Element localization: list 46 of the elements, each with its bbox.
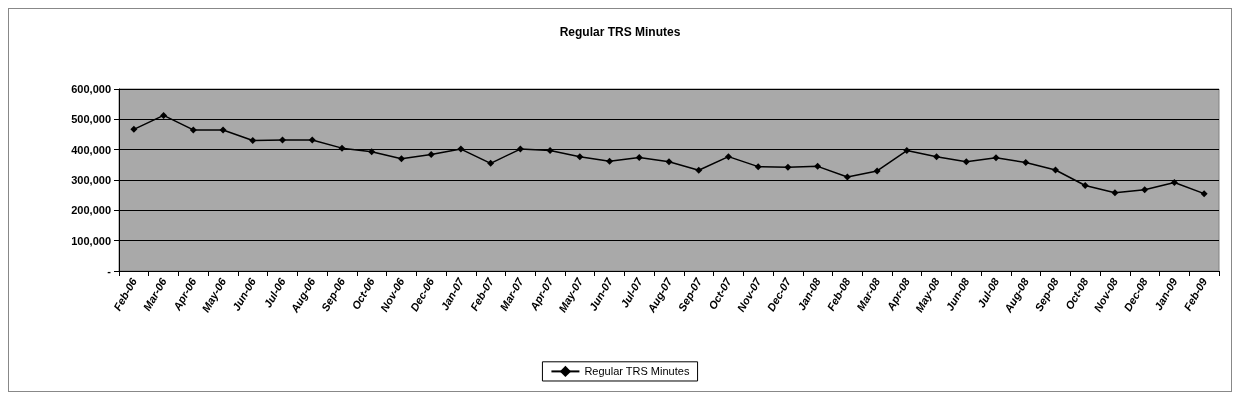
point	[814, 162, 822, 170]
point	[843, 173, 851, 181]
point	[962, 158, 970, 166]
point	[754, 163, 762, 171]
point	[219, 126, 227, 134]
point	[933, 153, 941, 161]
point	[992, 154, 1000, 162]
point	[487, 159, 495, 167]
y-tick-label: 200,000	[71, 204, 111, 217]
point	[1022, 158, 1030, 166]
point	[1111, 189, 1119, 197]
y-tick-label: -	[107, 265, 112, 277]
point	[427, 151, 435, 159]
y-tick-label: 300,000	[71, 174, 111, 186]
point	[308, 136, 316, 144]
point	[1170, 178, 1178, 186]
y-tick-label: 100,000	[71, 234, 111, 247]
point	[397, 155, 405, 163]
point	[695, 166, 703, 174]
point	[784, 163, 792, 171]
point	[546, 147, 554, 155]
legend-label: Regular TRS Minutes	[584, 365, 690, 378]
y-tick-label: 600,000	[71, 83, 111, 95]
point	[873, 167, 881, 175]
point	[1141, 186, 1149, 194]
y-tick-label: 500,000	[71, 113, 111, 126]
point	[606, 157, 614, 165]
point	[160, 111, 168, 119]
point	[576, 153, 584, 161]
point	[249, 137, 257, 145]
point	[189, 126, 197, 134]
point	[516, 145, 524, 153]
point	[130, 125, 138, 133]
point	[903, 147, 911, 155]
point	[368, 148, 376, 156]
point	[1051, 166, 1059, 174]
point	[724, 153, 732, 161]
chart-title: Regular TRS Minutes	[559, 25, 681, 39]
point	[1081, 181, 1089, 189]
point	[1200, 190, 1208, 198]
point	[665, 158, 673, 166]
y-tick-label: 400,000	[71, 143, 111, 156]
point	[279, 136, 287, 144]
point	[457, 145, 465, 153]
point	[338, 144, 346, 152]
point	[635, 154, 643, 162]
